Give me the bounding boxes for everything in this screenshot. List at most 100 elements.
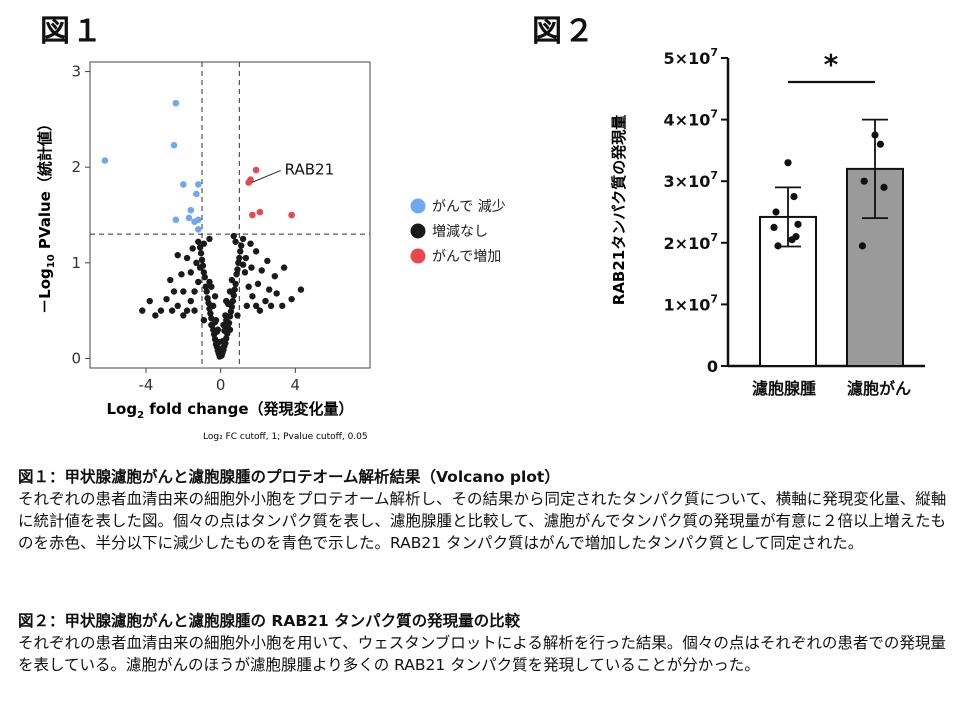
data-point-series-1-61 [195,278,202,286]
bar-y-tick-label: 1×107 [664,292,718,314]
data-point-series-1-37 [203,288,210,295]
data-point-series-1-100 [230,232,237,240]
legend-marker-2 [410,248,426,264]
data-point-series-1-102 [242,254,250,262]
data-point-series-1-88 [189,245,196,252]
data-point-series-0-6 [172,216,180,224]
data-point-series-0-3 [194,181,202,188]
data-point-series-1-112 [208,283,215,290]
data-point-series-1-90 [174,251,181,259]
data-point-series-1-78 [279,302,286,310]
data-point-series-1-64 [245,283,252,290]
data-point-series-1-98 [232,238,239,245]
data-point-series-1-115 [243,302,250,310]
rab21-pointer-line [251,170,281,183]
bar-chart: 0 1×107 2×107 3×107 4×107 5×107 濾胞腺腫 濾胞がん * RAB2… [610,46,925,398]
legend-label-2: がんで増加 [432,249,501,265]
data-point-series-2-3 [256,208,264,216]
data-point-series-1-28 [227,308,235,315]
data-point-series-1-117 [234,312,241,319]
data-point-series-1-97 [200,240,208,247]
x-tick-label: 4 [291,376,301,394]
data-point-series-1-68 [252,302,260,310]
y-tick-label: 0 [71,349,81,367]
data-point-series-1-71 [174,302,181,310]
y-tick-label: 1 [71,254,81,272]
data-point-series-1-63 [191,288,198,295]
individual-point-0-2 [772,208,780,216]
data-point-series-1-96 [239,261,247,268]
data-point-series-1-35 [204,294,211,302]
bar-category-label-0: 濾胞腺腫 [752,379,816,398]
data-point-series-1-56 [239,235,247,243]
data-point-series-1-67 [183,307,191,314]
figure1-caption: 図１：甲状腺濾胞がんと濾胞腺腫のプロテオーム解析結果（Volcano plot）… [18,466,948,554]
figure1-caption-title: 図１：甲状腺濾胞がんと濾胞腺腫のプロテオーム解析結果（Volcano plot） [18,468,560,486]
x-tick-label: 0 [216,376,226,394]
bar-y-tick-label: 4×107 [664,108,718,130]
figure2-caption: 図２：甲状腺濾胞がんと濾胞腺腫の RAB21 タンパク質の発現量の比較 それぞれ… [18,610,948,676]
data-point-series-1-84 [178,271,185,278]
bar-y-tick-label: 5×107 [664,46,718,68]
data-point-series-1-57 [208,321,215,329]
data-point-series-1-99 [206,235,213,243]
data-point-series-1-59 [212,316,220,324]
data-point-series-1-50 [236,254,243,262]
significance-asterisk: * [824,48,839,81]
data-point-series-1-104 [248,264,255,271]
bar-y-tick-label: 0 [707,357,718,376]
data-point-series-1-109 [223,297,230,305]
data-point-series-1-86 [183,254,191,262]
data-point-series-1-113 [220,321,227,329]
data-point-series-1-46 [234,266,241,273]
data-point-series-2-4 [249,211,256,219]
data-point-series-1-80 [146,297,153,305]
data-point-series-1-83 [297,286,305,293]
legend-label-1: 増減なし [432,223,488,240]
data-point-series-0-0 [101,157,109,164]
data-point-series-1-89 [247,240,254,247]
data-point-series-1-106 [254,280,262,288]
data-point-series-1-76 [273,290,280,297]
data-point-series-0-4 [193,190,200,198]
volcano-footnote: Log₂ FC cutoff, 1; Pvalue cutoff, 0.05 [203,432,368,442]
data-point-series-1-60 [222,312,229,319]
bar-y-axis-label: RAB21タンパク質の発現量 [610,115,628,305]
data-point-series-1-74 [267,302,275,310]
individual-point-1-3 [880,183,888,191]
data-point-series-1-111 [226,288,234,295]
data-point-series-1-65 [187,297,194,305]
data-point-series-1-54 [238,242,245,249]
data-point-series-2-1 [252,166,260,174]
data-point-series-1-93 [271,273,278,280]
individual-point-1-4 [858,242,866,250]
data-point-series-1-44 [233,271,240,278]
figure2-caption-title: 図２：甲状腺濾胞がんと濾胞腺腫の RAB21 タンパク質の発現量の比較 [18,612,521,630]
bar-y-tick-label: 3×107 [664,169,718,191]
data-point-series-1-27 [207,310,214,317]
data-point-series-1-43 [201,273,208,281]
data-point-series-0-1 [172,99,180,107]
data-point-series-1-69 [180,312,187,319]
data-point-series-0-7 [185,214,193,222]
y-tick-label: 3 [71,63,81,81]
data-point-series-1-101 [193,259,200,267]
individual-point-0-0 [784,159,792,167]
data-point-series-1-118 [200,316,208,324]
data-point-series-1-72 [262,297,269,305]
data-point-series-1-75 [163,295,170,303]
data-point-series-1-110 [211,293,219,300]
data-point-series-0-10 [187,206,195,214]
bar-category-label-1: 濾胞がん [847,379,911,398]
data-point-series-1-58 [226,326,234,333]
data-point-series-1-81 [288,295,295,303]
individual-point-0-4 [770,223,778,231]
rab21-annotation: RAB21 [285,160,334,178]
data-point-series-1-39 [202,283,209,290]
data-point-series-1-31 [210,302,217,310]
x-tick-label: -4 [139,376,154,394]
individual-point-0-1 [790,193,798,201]
data-point-series-1-55 [195,238,202,245]
data-point-series-1-94 [280,264,288,271]
